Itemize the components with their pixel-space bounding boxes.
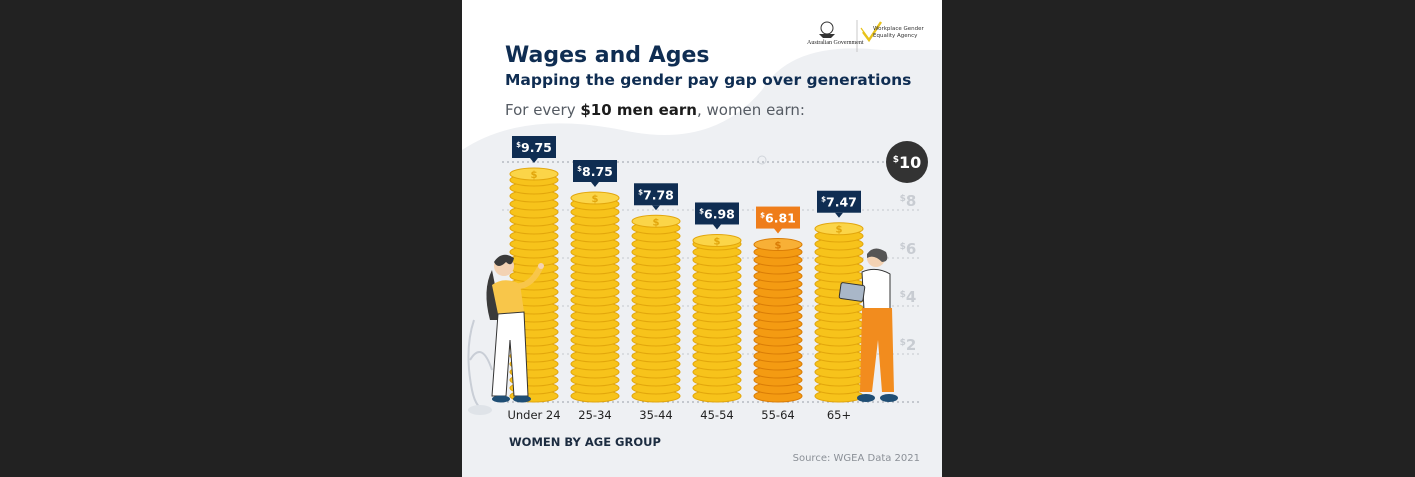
value-badge: $8.75 xyxy=(573,160,617,187)
y-tick-label: $4 xyxy=(900,288,917,306)
coin-dollar-icon: $ xyxy=(653,217,660,228)
data-label-currency: $ xyxy=(821,196,826,204)
coin-stack-bar: $ xyxy=(570,191,620,403)
value-badge-box xyxy=(756,206,800,229)
value-badge-pointer xyxy=(530,158,538,163)
woman-left-illustration xyxy=(467,254,544,415)
coin-stack-bar: $ xyxy=(631,214,681,403)
value-badge-box xyxy=(634,183,678,206)
x-tick-label: 65+ xyxy=(827,408,851,422)
data-label: $7.47 xyxy=(821,195,857,210)
y-tick-currency: $ xyxy=(900,290,906,300)
y-tick-label: $6 xyxy=(900,240,917,258)
y-tick-value: 2 xyxy=(906,336,916,354)
coin-top xyxy=(814,222,864,236)
y-tick-currency: $ xyxy=(900,194,906,204)
data-label-currency: $ xyxy=(760,212,765,220)
x-tick-label: Under 24 xyxy=(507,408,560,422)
data-label: $6.98 xyxy=(699,206,735,221)
intro-text: For every $10 men earn, women earn: xyxy=(505,101,805,119)
coin-top xyxy=(631,214,681,228)
coin-top xyxy=(509,167,559,181)
max-value-badge xyxy=(886,141,928,183)
x-tick-label: 45-54 xyxy=(700,408,733,422)
infographic-card: Australian Government Workplace Gender E… xyxy=(462,0,942,477)
coin-stack-bar: $ xyxy=(814,222,864,403)
data-label-currency: $ xyxy=(638,188,643,196)
y-tick-currency: $ xyxy=(900,338,906,348)
government-logo-text: Australian Government xyxy=(807,40,864,46)
x-axis-title: WOMEN BY AGE GROUP xyxy=(509,435,661,449)
data-label-value: 8.75 xyxy=(582,164,613,179)
data-label: $7.78 xyxy=(638,187,674,202)
data-label-value: 7.47 xyxy=(826,195,857,210)
value-badge-pointer xyxy=(713,224,721,230)
x-tick-label: 55-64 xyxy=(761,408,794,422)
data-label-value: 7.78 xyxy=(643,187,674,202)
wgea-logo-text: Workplace Gender Equality Agency xyxy=(873,26,924,39)
data-label: $6.81 xyxy=(760,211,796,226)
value-badge: $6.98 xyxy=(695,202,739,230)
intro-prefix: For every xyxy=(505,101,581,119)
value-badge-box xyxy=(695,202,739,225)
y-tick-value: 4 xyxy=(906,288,916,306)
data-label: $9.75 xyxy=(516,140,552,155)
coin-stack-bar: $ xyxy=(753,238,803,403)
value-badge: $7.78 xyxy=(634,183,678,211)
max-value-number: 10 xyxy=(899,153,921,172)
coin-stack-bar: $ xyxy=(692,233,742,403)
max-value-label: $10 xyxy=(893,153,922,172)
y-tick-value: 6 xyxy=(906,240,916,258)
value-badge-pointer xyxy=(652,205,660,211)
coin-dollar-icon: $ xyxy=(836,225,843,236)
data-label-value: 6.81 xyxy=(765,211,796,226)
value-badge-pointer xyxy=(591,182,599,187)
x-tick-label: 35-44 xyxy=(639,408,672,422)
coin-top xyxy=(692,233,742,247)
page-subtitle: Mapping the gender pay gap over generati… xyxy=(505,71,912,89)
value-badge-box xyxy=(817,190,861,213)
value-badge: $6.81 xyxy=(756,206,800,234)
source-note: Source: WGEA Data 2021 xyxy=(792,453,920,464)
value-badge-box xyxy=(573,160,617,182)
coin-dollar-icon: $ xyxy=(714,236,721,247)
woman-right-illustration xyxy=(838,248,898,402)
value-badge-pointer xyxy=(774,228,782,234)
value-badge: $7.47 xyxy=(817,190,861,218)
max-value-currency: $ xyxy=(893,155,899,165)
coin-top xyxy=(570,191,620,205)
data-label-value: 9.75 xyxy=(521,140,552,155)
intro-bold: $10 men earn xyxy=(580,101,697,119)
y-tick-value: 8 xyxy=(906,192,916,210)
y-tick-label: $8 xyxy=(900,192,917,210)
data-label-value: 6.98 xyxy=(704,206,735,221)
intro-suffix: , women earn: xyxy=(696,101,805,119)
x-tick-label: 25-34 xyxy=(578,408,611,422)
government-crest-icon xyxy=(819,20,882,52)
data-label: $8.75 xyxy=(577,164,613,179)
y-tick-label: $2 xyxy=(900,336,917,354)
value-badge: $9.75 xyxy=(512,136,556,163)
page-title: Wages and Ages xyxy=(505,43,710,68)
coin-dollar-icon: $ xyxy=(531,170,538,181)
coin-dollar-icon: $ xyxy=(775,241,782,252)
illustration-layer xyxy=(467,248,898,415)
coin-dollar-icon: $ xyxy=(592,194,599,205)
data-label-currency: $ xyxy=(699,207,704,215)
coin-top xyxy=(753,238,803,252)
logo-group: Australian Government Workplace Gender E… xyxy=(805,18,930,54)
data-label-currency: $ xyxy=(516,141,521,149)
y-tick-currency: $ xyxy=(900,242,906,252)
value-badge-pointer xyxy=(835,212,843,218)
value-badge-box xyxy=(512,136,556,158)
data-label-currency: $ xyxy=(577,165,582,173)
